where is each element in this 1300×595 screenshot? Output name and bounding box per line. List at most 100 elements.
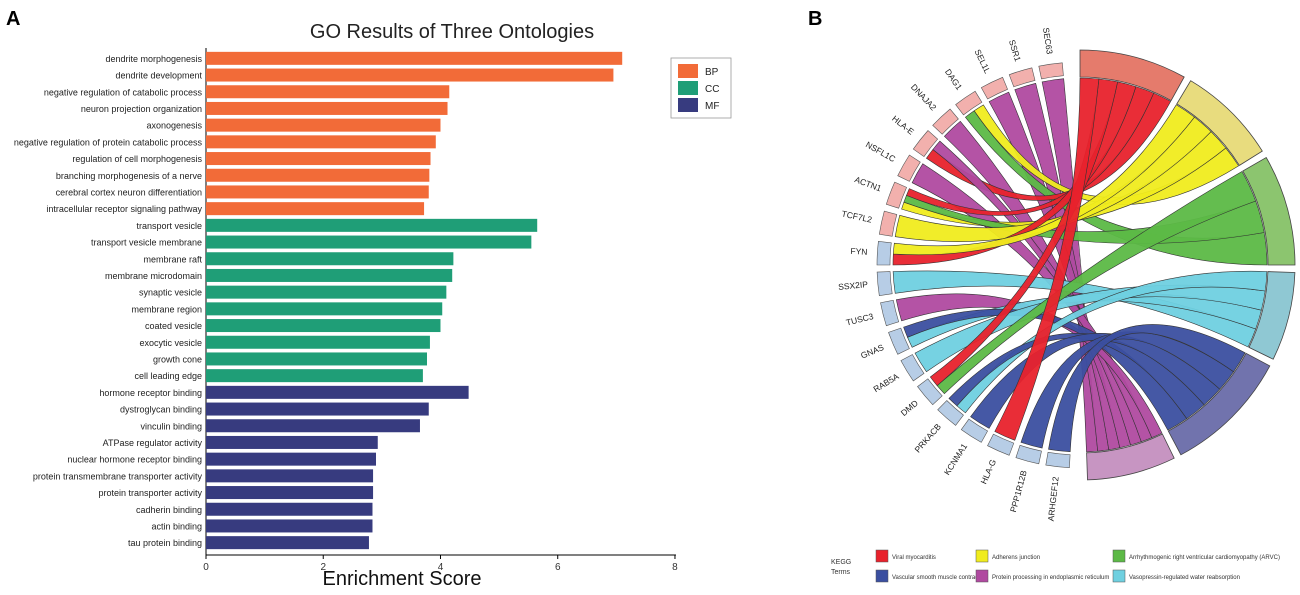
gene-label-prkacb: PRKACB (912, 421, 943, 454)
bar-16 (206, 302, 443, 316)
bar-26 (206, 469, 374, 483)
legend-label-cc: CC (705, 84, 719, 95)
gene-label-ssx2ip: SSX2IP (838, 279, 869, 292)
gene-label-dnaja2: DNAJA2 (909, 82, 939, 113)
bar-14 (206, 268, 453, 282)
bar-24 (206, 435, 378, 449)
category-label-10: intracellular receptor signaling pathway (46, 204, 202, 214)
gene-arc-tcf7l2 (878, 210, 898, 237)
bar-6 (206, 135, 436, 149)
category-label-11: transport vesicle (136, 221, 202, 231)
legend-title-line-1: KEGG (831, 559, 851, 566)
x-tick-label-2: 2 (320, 562, 326, 573)
bar-15 (206, 285, 447, 299)
bar-11 (206, 218, 538, 232)
bar-29 (206, 519, 373, 533)
bar-1 (206, 51, 623, 65)
x-tick-label-6: 6 (555, 562, 561, 573)
category-label-22: dystroglycan binding (120, 405, 202, 415)
gene-label-tcf7l2: TCF7L2 (841, 208, 873, 224)
category-label-6: negative regulation of protein catabolic… (14, 137, 203, 147)
gene-arc-gnas (888, 327, 910, 355)
bar-9 (206, 185, 429, 199)
bar-22 (206, 402, 429, 416)
gene-arc-kcnma1 (960, 418, 989, 443)
gene-arc-ppp1r12b (1015, 444, 1042, 465)
bar-7 (206, 152, 431, 166)
gene-arc-sec63 (1038, 62, 1064, 80)
term-sector-5 (1167, 352, 1271, 456)
category-label-16: membrane region (131, 304, 202, 314)
term-sector-3 (1242, 156, 1296, 266)
category-label-27: protein transporter activity (98, 488, 202, 498)
legend-term-2: Adherens junction (992, 555, 1040, 561)
bar-2 (206, 68, 614, 82)
category-label-19: growth cone (153, 354, 202, 364)
gene-label-hla-g: HLA-G (978, 458, 998, 486)
gene-label-nsfl1c: NSFL1C (864, 139, 897, 164)
gene-label-kcnma1: KCNMA1 (942, 441, 970, 476)
gene-arc-dag1 (955, 90, 983, 116)
bar-8 (206, 168, 430, 182)
bar-19 (206, 352, 427, 366)
category-label-29: actin binding (151, 521, 202, 531)
gene-label-hla-e: HLA-E (890, 113, 916, 137)
gene-arc-ssx2ip (876, 271, 893, 297)
legend-swatch-5 (975, 569, 989, 583)
ribbons (892, 77, 1268, 453)
bar-17 (206, 319, 441, 333)
gene-arc-hla-g (987, 433, 1015, 456)
legend-swatch-1 (875, 549, 889, 563)
kegg-legend: KEGG Terms Viral myocarditis Adherens junct… (831, 549, 1280, 583)
bar-20 (206, 369, 423, 383)
gene-arc-nsfl1c (897, 154, 921, 182)
bar-13 (206, 252, 454, 266)
category-label-18: exocytic vesicle (139, 338, 202, 348)
category-label-28: cadherin binding (136, 505, 202, 515)
term-sector-6 (1086, 433, 1175, 481)
gene-label-gnas: GNAS (859, 342, 885, 361)
panel-a-letter: A (6, 8, 21, 30)
gene-label-ppp1r12b: PPP1R12B (1008, 469, 1029, 513)
legend-swatch-mf (678, 98, 698, 112)
legend-term-1: Viral myocarditis (892, 555, 936, 561)
bar-18 (206, 335, 430, 349)
ribbon-26 (994, 77, 1100, 441)
bar-30 (206, 536, 369, 550)
bar-4 (206, 101, 448, 115)
category-label-2: dendrite development (115, 71, 202, 81)
gene-arc-tusc3 (880, 299, 900, 327)
legend-label-bp: BP (705, 67, 719, 78)
panel-a: A GO Results of Three Ontologies dendrite… (6, 8, 732, 590)
legend-swatch-3 (1112, 549, 1126, 563)
ribbon-15 (892, 104, 1195, 256)
gene-arc-dnaja2 (932, 108, 959, 135)
legend-title-line-2: Terms (831, 569, 851, 576)
category-label-9: cerebral cortex neuron differentiation (56, 187, 202, 197)
legend-term-5: Protein processing in endoplasmic reticu… (992, 575, 1109, 581)
legend-term-3: Arrhythmogenic right ventricular cardiom… (1129, 555, 1280, 561)
gene-label-fyn: FYN (850, 246, 868, 257)
category-label-25: nuclear hormone receptor binding (67, 455, 202, 465)
x-tick-label-4: 4 (438, 562, 444, 573)
gene-label-dag1: DAG1 (943, 67, 964, 92)
legend-swatch-bp (678, 64, 698, 78)
gene-label-ssr1: SSR1 (1007, 38, 1023, 62)
gene-arc-hla-e (912, 130, 939, 158)
bar-27 (206, 486, 374, 500)
gene-label-arhgef12: ARHGEF12 (1046, 476, 1061, 522)
go-bar-chart: GO Results of Three Ontologies dendrite m… (14, 21, 732, 590)
bar-23 (206, 419, 420, 433)
category-label-5: axonogenesis (146, 121, 202, 131)
gene-arc-dmd (917, 378, 943, 406)
gene-label-tusc3: TUSC3 (845, 311, 875, 328)
category-label-7: regulation of cell morphogenesis (72, 154, 202, 164)
gene-arc-prkacb (937, 400, 964, 426)
ribbon-21 (936, 171, 1257, 395)
gene-arc-ssr1 (1008, 67, 1036, 88)
gene-label-sel1l: SEL1L (973, 48, 993, 76)
category-label-24: ATPase regulator activity (103, 438, 203, 448)
category-label-12: transport vesicle membrane (91, 238, 202, 248)
x-tick-label-0: 0 (203, 562, 209, 573)
